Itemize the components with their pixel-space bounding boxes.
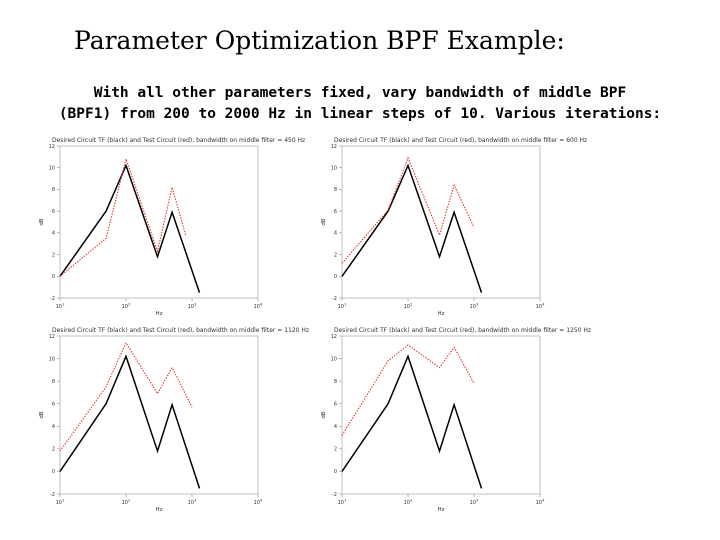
x-tick-label: 102 (122, 498, 131, 507)
desired-circuit-line (59, 354, 201, 489)
plot-frame (59, 145, 259, 299)
y-tick-label: 12 (331, 144, 337, 150)
x-tick-label: 101 (56, 498, 65, 507)
chart-title: Desired Circuit TF (black) and Test Circ… (334, 327, 591, 334)
y-tick-label: 0 (334, 274, 337, 280)
x-axis-label: Hz (437, 311, 444, 317)
chart-title: Desired Circuit TF (black) and Test Circ… (52, 327, 309, 334)
y-tick-label: 0 (52, 274, 55, 280)
y-tick-label: 8 (52, 187, 55, 193)
y-axis-label: dB (39, 218, 45, 225)
x-tick-label: 102 (404, 302, 413, 311)
y-tick-label: -2 (332, 296, 337, 302)
test-circuit-line (59, 341, 193, 452)
y-tick-label: 0 (52, 469, 55, 475)
slide-title: Parameter Optimization BPF Example: (74, 26, 565, 55)
y-axis-label: dB (39, 411, 45, 418)
y-tick-label: 2 (52, 447, 55, 453)
chart-svg-bottom-left: Desired Circuit TF (black) and Test Circ… (39, 327, 309, 513)
y-tick-label: 12 (331, 334, 337, 340)
chart-panel-bottom-right: Desired Circuit TF (black) and Test Circ… (316, 324, 591, 514)
y-tick-label: 8 (334, 379, 337, 385)
y-tick-label: 6 (52, 402, 55, 408)
x-tick-label: 103 (470, 302, 479, 311)
y-tick-label: -2 (50, 492, 55, 498)
x-tick-label: 103 (188, 498, 197, 507)
y-tick-label: 10 (49, 356, 55, 362)
chart-panel-bottom-left: Desired Circuit TF (black) and Test Circ… (34, 324, 309, 514)
chart-panel-top-left: Desired Circuit TF (black) and Test Circ… (34, 134, 305, 318)
subtitle-line-2: (BPF1) from 200 to 2000 Hz in linear ste… (58, 106, 662, 122)
y-tick-label: -2 (50, 296, 55, 302)
x-tick-label: 101 (338, 498, 347, 507)
chart-svg-top-right: Desired Circuit TF (black) and Test Circ… (321, 137, 587, 317)
test-circuit-line (59, 157, 187, 277)
y-tick-label: 2 (334, 252, 337, 258)
y-tick-label: 8 (334, 187, 337, 193)
desired-circuit-line (341, 163, 483, 293)
x-tick-label: 103 (470, 498, 479, 507)
x-tick-label: 102 (122, 302, 131, 311)
y-tick-label: 2 (52, 252, 55, 258)
y-tick-label: 4 (334, 424, 337, 430)
y-tick-label: 0 (334, 469, 337, 475)
test-circuit-line (341, 156, 475, 264)
y-tick-label: 10 (331, 356, 337, 362)
y-tick-label: -2 (332, 492, 337, 498)
x-axis-label: Hz (155, 507, 162, 513)
y-tick-label: 12 (49, 334, 55, 340)
x-axis-label: Hz (437, 507, 444, 513)
plot-frame (341, 335, 541, 495)
x-tick-label: 104 (536, 498, 545, 507)
desired-circuit-line (59, 163, 201, 293)
x-tick-label: 101 (56, 302, 65, 311)
y-tick-label: 2 (334, 447, 337, 453)
slide-subtitle: With all other parameters fixed, vary ba… (20, 83, 700, 125)
y-axis-label: dB (321, 218, 327, 225)
chart-title: Desired Circuit TF (black) and Test Circ… (334, 137, 587, 144)
chart-svg-bottom-right: Desired Circuit TF (black) and Test Circ… (321, 327, 591, 513)
x-tick-label: 104 (254, 302, 263, 311)
y-tick-label: 12 (49, 144, 55, 150)
y-tick-label: 8 (52, 379, 55, 385)
y-tick-label: 10 (331, 166, 337, 172)
y-tick-label: 4 (52, 231, 55, 237)
x-axis-label: Hz (155, 311, 162, 317)
test-circuit-line (341, 344, 475, 436)
plot-frame (59, 335, 259, 495)
x-tick-label: 102 (404, 498, 413, 507)
chart-svg-top-left: Desired Circuit TF (black) and Test Circ… (39, 137, 305, 317)
y-tick-label: 4 (334, 231, 337, 237)
chart-panel-top-right: Desired Circuit TF (black) and Test Circ… (316, 134, 587, 318)
y-tick-label: 4 (52, 424, 55, 430)
plot-frame (341, 145, 541, 299)
x-tick-label: 104 (254, 498, 263, 507)
subtitle-line-1: With all other parameters fixed, vary ba… (93, 85, 627, 101)
y-tick-label: 6 (334, 402, 337, 408)
chart-title: Desired Circuit TF (black) and Test Circ… (52, 137, 305, 144)
x-tick-label: 101 (338, 302, 347, 311)
y-tick-label: 10 (49, 166, 55, 172)
y-tick-label: 6 (52, 209, 55, 215)
y-axis-label: dB (321, 411, 327, 418)
y-tick-label: 6 (334, 209, 337, 215)
x-tick-label: 104 (536, 302, 545, 311)
desired-circuit-line (341, 354, 483, 489)
x-tick-label: 103 (188, 302, 197, 311)
